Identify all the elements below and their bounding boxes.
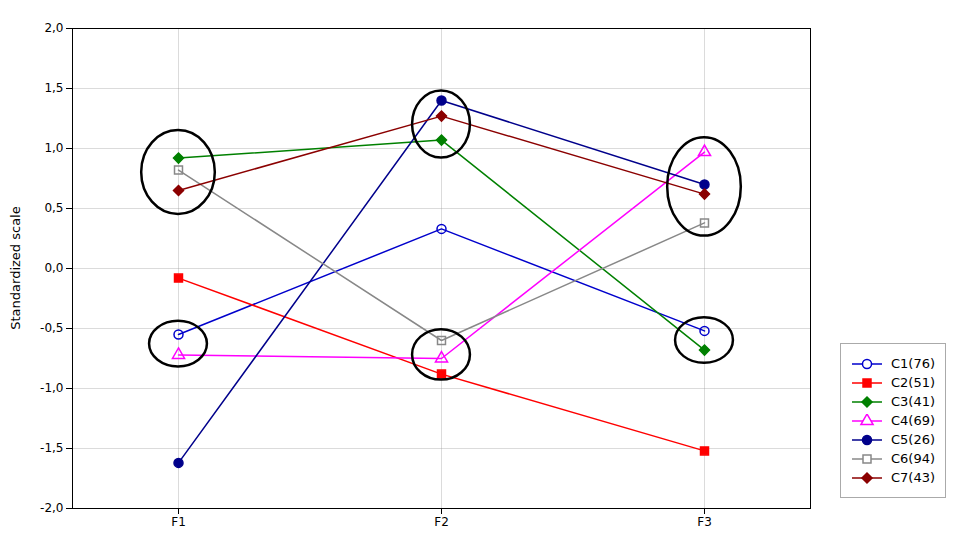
svg-text:-1,5: -1,5	[40, 441, 63, 455]
svg-text:-1,0: -1,0	[40, 381, 63, 395]
svg-text:-0,5: -0,5	[40, 321, 63, 335]
svg-text:F3: F3	[697, 515, 712, 529]
html-text:C5(26): C5(26)	[891, 432, 935, 447]
svg-text:2,0: 2,0	[44, 21, 63, 35]
svg-text:0,5: 0,5	[44, 201, 63, 215]
svg-text:0,0: 0,0	[44, 261, 63, 275]
svg-text:1,5: 1,5	[44, 81, 63, 95]
svg-text:-2,0: -2,0	[40, 501, 63, 515]
html-text:C7(43): C7(43)	[891, 470, 935, 485]
html-text:C1(76): C1(76)	[891, 356, 935, 371]
svg-text:Standardized scale: Standardized scale	[8, 206, 23, 329]
html-text:C3(41): C3(41)	[891, 394, 935, 409]
html-text:C2(51): C2(51)	[891, 375, 935, 390]
html-text:C4(69): C4(69)	[891, 413, 935, 428]
svg-text:F2: F2	[434, 515, 449, 529]
svg-text:F1: F1	[171, 515, 186, 529]
svg-text:1,0: 1,0	[44, 141, 63, 155]
html-text:C6(94): C6(94)	[891, 451, 935, 466]
